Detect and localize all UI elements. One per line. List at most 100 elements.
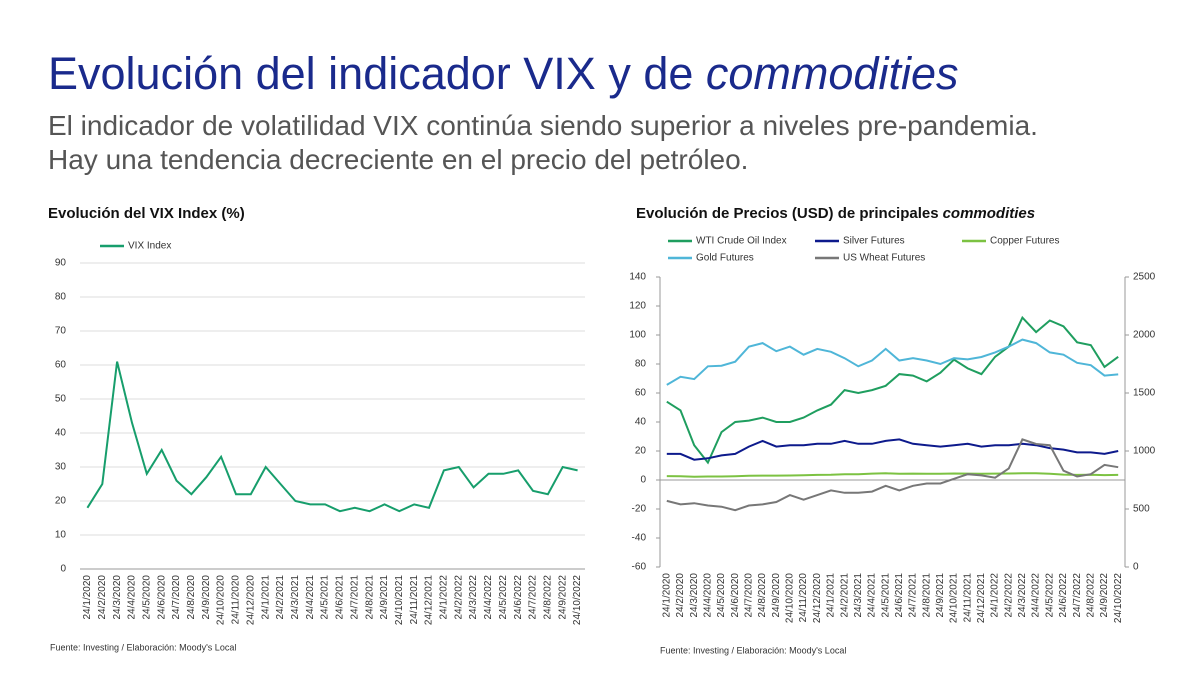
title-text: Evolución del indicador VIX y de: [48, 48, 694, 99]
x-tick-label: 24/3/2022: [468, 575, 479, 620]
x-tick-label: 24/6/2020: [156, 575, 167, 620]
x-tick-label: 24/5/2021: [320, 575, 331, 620]
x-tick-label: 24/2/2022: [453, 575, 464, 620]
x-tick-label: 24/7/2021: [908, 573, 919, 618]
x-tick-label: 24/7/2021: [349, 575, 360, 620]
series-line: [86, 361, 578, 513]
title-italic: commodities: [705, 48, 959, 99]
x-tick-label: 24/8/2022: [543, 575, 554, 620]
x-tick-label: 24/5/2022: [1044, 573, 1055, 618]
x-tick-label: 24/8/2021: [921, 573, 932, 618]
x-tick-label: 24/8/2020: [757, 573, 768, 618]
y2-tick-label: 2500: [1133, 272, 1156, 283]
x-tick-label: 24/10/2021: [394, 575, 405, 625]
x-tick-label: 24/12/2020: [245, 575, 256, 625]
y2-tick-label: 1000: [1133, 446, 1156, 457]
y-tick-label: 70: [55, 326, 67, 337]
series-line: [666, 472, 1119, 478]
legend-label: VIX Index: [128, 241, 171, 252]
x-tick-label: 24/1/2021: [826, 573, 837, 618]
x-tick-label: 24/9/2021: [935, 573, 946, 618]
x-tick-label: 24/11/2020: [798, 573, 809, 623]
subtitle-line: Hay una tendencia decreciente en el prec…: [48, 144, 749, 175]
chart-title: Evolución del VIX Index (%): [48, 205, 245, 222]
x-tick-label: 24/3/2021: [290, 575, 301, 620]
x-tick-label: 24/1/2022: [990, 573, 1001, 618]
y-tick-label: 20: [635, 446, 647, 457]
source-note: Fuente: Investing / Elaboración: Moody's…: [50, 642, 236, 652]
x-tick-label: 24/7/2022: [1072, 573, 1083, 618]
x-tick-label: 24/5/2021: [880, 573, 891, 618]
legend-label: Silver Futures: [843, 236, 905, 247]
x-tick-label: 24/11/2020: [231, 575, 242, 625]
x-tick-label: 24/6/2022: [1058, 573, 1069, 618]
x-tick-label: 24/9/2021: [379, 575, 390, 620]
x-tick-label: 24/8/2022: [1085, 573, 1096, 618]
legend-label: Gold Futures: [696, 253, 754, 264]
y-tick-label: 50: [55, 394, 67, 405]
x-tick-label: 24/6/2020: [730, 573, 741, 618]
series-line: [666, 315, 1119, 465]
x-tick-label: 24/10/2021: [949, 573, 960, 623]
x-tick-label: 24/2/2020: [97, 575, 108, 620]
x-tick-label: 24/4/2022: [1031, 573, 1042, 618]
x-tick-label: 24/12/2020: [812, 573, 823, 623]
x-tick-label: 24/5/2020: [141, 575, 152, 620]
x-tick-label: 24/3/2020: [112, 575, 123, 620]
x-tick-label: 24/4/2020: [127, 575, 138, 620]
x-tick-label: 24/4/2020: [703, 573, 714, 618]
x-tick-label: 24/6/2021: [894, 573, 905, 618]
y2-tick-label: 1500: [1133, 388, 1156, 399]
x-tick-label: 24/4/2021: [867, 573, 878, 618]
x-tick-label: 24/7/2020: [171, 575, 182, 620]
x-tick-label: 24/1/2020: [661, 573, 672, 618]
x-tick-label: 24/9/2020: [201, 575, 212, 620]
y-tick-label: -20: [632, 504, 647, 515]
chart-title: Evolución de Precios (USD) de principale…: [636, 205, 1035, 222]
legend-label: WTI Crude Oil Index: [696, 236, 787, 247]
y-tick-label: 140: [629, 272, 646, 283]
x-tick-label: 24/7/2022: [528, 575, 539, 620]
y-tick-label: 40: [635, 417, 647, 428]
y-tick-label: 40: [55, 428, 67, 439]
y2-tick-label: 500: [1133, 504, 1150, 515]
x-tick-label: 24/8/2020: [186, 575, 197, 620]
x-tick-label: 24/3/2020: [689, 573, 700, 618]
x-tick-label: 24/10/2020: [216, 575, 227, 625]
source-note: Fuente: Investing / Elaboración: Moody's…: [660, 645, 846, 655]
series-line: [666, 438, 1119, 461]
subtitle-line: El indicador de volatilidad VIX continúa…: [48, 110, 1038, 141]
x-tick-label: 24/3/2021: [853, 573, 864, 618]
y-tick-label: 80: [55, 292, 67, 303]
chart-title-text: Evolución del VIX Index (%): [48, 205, 245, 222]
y2-tick-label: 2000: [1133, 330, 1156, 341]
y-tick-label: 0: [60, 564, 66, 575]
x-tick-label: 24/2/2021: [839, 573, 850, 618]
y-tick-label: 120: [629, 301, 646, 312]
x-tick-label: 24/4/2021: [305, 575, 316, 620]
x-tick-label: 24/5/2022: [498, 575, 509, 620]
x-tick-label: 24/10/2022: [1113, 573, 1124, 623]
x-tick-label: 24/10/2022: [572, 575, 583, 625]
series-line: [666, 438, 1119, 512]
chart-title-text: Evolución de Precios (USD) de principale…: [636, 205, 939, 222]
x-tick-label: 24/2/2022: [1003, 573, 1014, 618]
x-tick-label: 24/10/2020: [785, 573, 796, 623]
x-tick-label: 24/6/2021: [335, 575, 346, 620]
x-tick-label: 24/2/2020: [675, 573, 686, 618]
y-tick-label: 10: [55, 530, 67, 541]
x-tick-label: 24/6/2022: [513, 575, 524, 620]
x-tick-label: 24/4/2022: [483, 575, 494, 620]
y-tick-label: -40: [632, 533, 647, 544]
legend-label: US Wheat Futures: [843, 253, 925, 264]
x-tick-label: 24/11/2021: [962, 573, 973, 623]
x-tick-label: 24/1/2020: [82, 575, 93, 620]
y-tick-label: 60: [55, 360, 67, 371]
y-tick-label: 100: [629, 330, 646, 341]
x-tick-label: 24/9/2022: [1099, 573, 1110, 618]
x-tick-label: 24/1/2022: [439, 575, 450, 620]
x-tick-label: 24/12/2021: [976, 573, 987, 623]
y-tick-label: 0: [640, 475, 646, 486]
